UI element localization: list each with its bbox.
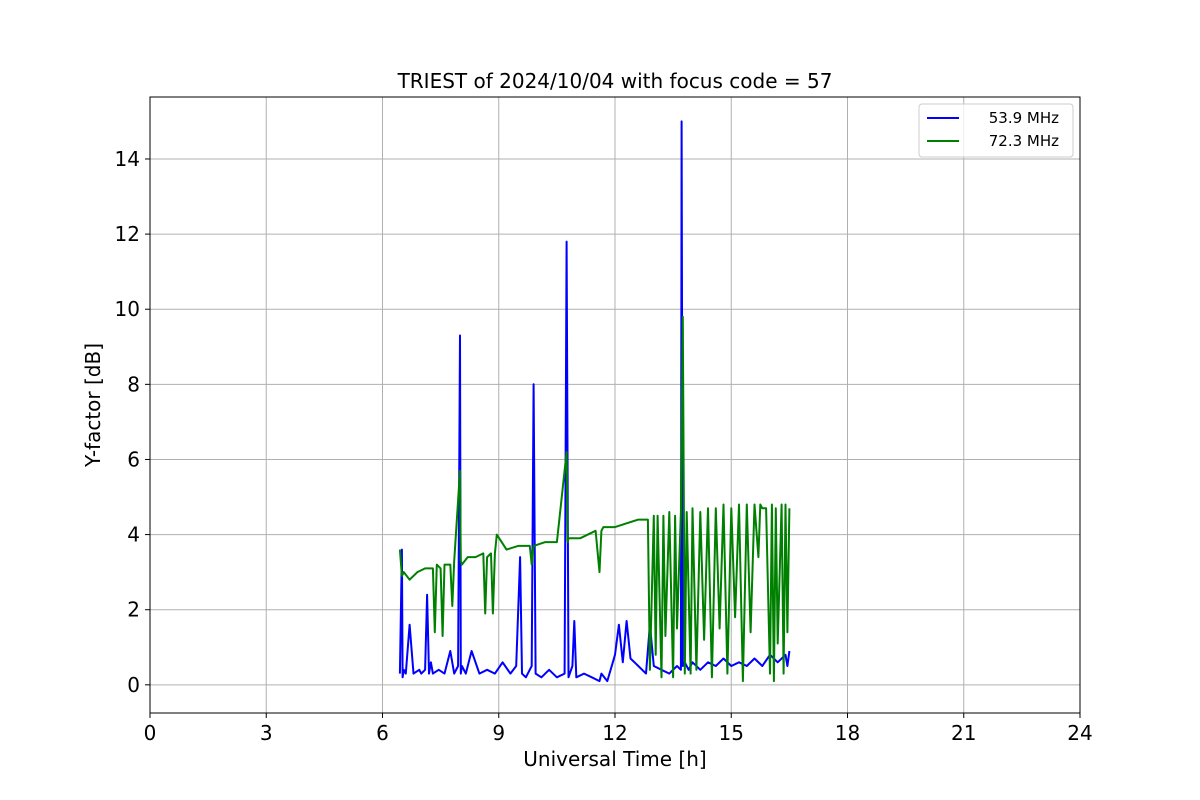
y-tick-label: 6 [127,447,140,471]
x-tick-label: 0 [144,721,157,745]
y-axis: 0 2 4 6 8 10 12 14 [115,147,150,697]
x-tick-label: 15 [719,721,744,745]
y-tick-label: 4 [127,523,140,547]
x-axis: 0 3 6 9 12 15 18 21 24 [144,713,1093,745]
series-line-2 [398,315,791,683]
x-tick-label: 6 [376,721,389,745]
x-axis-label: Universal Time [h] [523,747,706,771]
x-tick-label: 24 [1067,721,1092,745]
y-tick-label: 10 [115,297,140,321]
legend-label: 53.9 MHz [989,109,1059,127]
y-tick-label: 12 [115,222,140,246]
y-axis-label: Y-factor [dB] [81,343,105,468]
x-tick-label: 21 [951,721,976,745]
x-tick-label: 12 [602,721,627,745]
legend: 53.9 MHz 72.3 MHz [918,103,1074,158]
series-layer [398,120,791,683]
y-tick-label: 14 [115,147,140,171]
x-tick-label: 18 [835,721,860,745]
y-tick-label: 8 [127,372,140,396]
chart-title: TRIEST of 2024/10/04 with focus code = 5… [397,69,833,93]
y-tick-label: 0 [127,673,140,697]
x-tick-label: 9 [492,721,505,745]
x-tick-label: 3 [260,721,273,745]
y-tick-label: 2 [127,598,140,622]
legend-label: 72.3 MHz [989,132,1059,150]
